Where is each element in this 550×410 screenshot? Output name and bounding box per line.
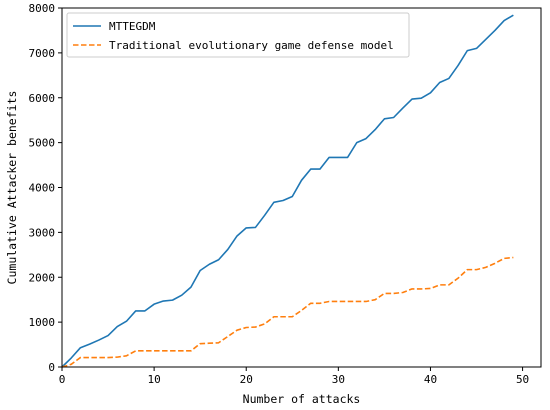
x-axis-label: Number of attacks — [243, 392, 361, 406]
x-tick-label: 20 — [240, 373, 253, 386]
series-layer — [61, 14, 514, 368]
y-tick-label: 3000 — [29, 226, 56, 239]
y-tick-label: 7000 — [29, 47, 56, 60]
y-tick-label: 0 — [48, 361, 55, 374]
y-tick-label: 5000 — [29, 137, 56, 150]
y-tick-label: 8000 — [29, 2, 56, 15]
legend-entry-mttegdm: MTTEGDM — [109, 20, 156, 33]
ticks-layer: 0 10 20 30 40 50 0 1000 2000 3000 4000 5000 6000 7000… — [29, 2, 530, 386]
legend: MTTEGDM Traditional evolutionary game de… — [66, 12, 410, 58]
x-tick-label: 30 — [332, 373, 345, 386]
x-tick-label: 40 — [424, 373, 437, 386]
x-tick-label: 10 — [147, 373, 160, 386]
series-line-traditional — [61, 256, 514, 368]
y-tick-label: 4000 — [29, 182, 56, 195]
legend-box — [66, 12, 410, 58]
y-tick-label: 1000 — [29, 316, 56, 329]
x-tick-label: 50 — [516, 373, 529, 386]
series-line-mttegdm — [61, 14, 514, 368]
y-tick-label: 2000 — [29, 271, 56, 284]
x-tick-label: 0 — [59, 373, 66, 386]
y-tick-label: 6000 — [29, 92, 56, 105]
y-axis-label: Cumulative Attacker benefits — [5, 91, 19, 285]
legend-entry-traditional: Traditional evolutionary game defense mo… — [109, 39, 394, 52]
